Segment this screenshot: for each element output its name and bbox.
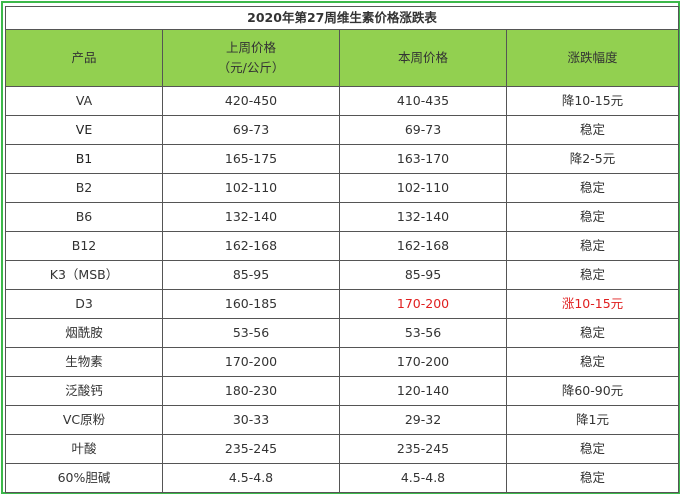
header-unit: （元/公斤） (217, 60, 285, 75)
cell-product: D3 (5, 289, 163, 319)
cell-product: 生物素 (5, 347, 163, 377)
cell-current-price: 29-32 (339, 405, 507, 435)
cell-last-price: 53-56 (162, 318, 340, 348)
table-title: 2020年第27周维生素价格涨跌表 (5, 6, 679, 30)
cell-current-price: 132-140 (339, 202, 507, 232)
table-row: 60%胆碱 4.5-4.8 4.5-4.8 稳定 (5, 463, 679, 493)
cell-last-price: 4.5-4.8 (162, 463, 340, 493)
cell-product: VC原粉 (5, 405, 163, 435)
cell-current-price: 163-170 (339, 144, 507, 174)
cell-current-price: 53-56 (339, 318, 507, 348)
cell-product: B2 (5, 173, 163, 203)
table-row: D3 160-185 170-200 涨10-15元 (5, 289, 679, 319)
cell-current-price: 170-200 (339, 289, 507, 319)
table-row: 生物素 170-200 170-200 稳定 (5, 347, 679, 377)
cell-change: 涨10-15元 (506, 289, 679, 319)
cell-product: 烟酰胺 (5, 318, 163, 348)
cell-last-price: 160-185 (162, 289, 340, 319)
header-product: 产品 (5, 29, 163, 87)
cell-change: 稳定 (506, 115, 679, 145)
cell-change: 稳定 (506, 231, 679, 261)
cell-current-price: 85-95 (339, 260, 507, 290)
table-row: B1 165-175 163-170 降2-5元 (5, 144, 679, 174)
table-row: 烟酰胺 53-56 53-56 稳定 (5, 318, 679, 348)
table-row: B6 132-140 132-140 稳定 (5, 202, 679, 232)
cell-change: 稳定 (506, 173, 679, 203)
header-last-week: 上周价格 （元/公斤） (162, 29, 340, 87)
header-change: 涨跌幅度 (506, 29, 679, 87)
cell-change: 稳定 (506, 202, 679, 232)
table-row: 叶酸 235-245 235-245 稳定 (5, 434, 679, 464)
cell-product: K3（MSB） (5, 260, 163, 290)
cell-last-price: 170-200 (162, 347, 340, 377)
cell-current-price: 235-245 (339, 434, 507, 464)
cell-product: 泛酸钙 (5, 376, 163, 406)
cell-last-price: 235-245 (162, 434, 340, 464)
cell-change: 降2-5元 (506, 144, 679, 174)
cell-current-price: 69-73 (339, 115, 507, 145)
cell-change: 降60-90元 (506, 376, 679, 406)
table-row: VA 420-450 410-435 降10-15元 (5, 86, 679, 116)
cell-change: 稳定 (506, 434, 679, 464)
table-row: B12 162-168 162-168 稳定 (5, 231, 679, 261)
table-row: B2 102-110 102-110 稳定 (5, 173, 679, 203)
header-last-week-label: 上周价格 (225, 40, 276, 55)
table-row: VE 69-73 69-73 稳定 (5, 115, 679, 145)
cell-last-price: 162-168 (162, 231, 340, 261)
cell-product: VA (5, 86, 163, 116)
cell-last-price: 132-140 (162, 202, 340, 232)
cell-change: 稳定 (506, 260, 679, 290)
cell-last-price: 69-73 (162, 115, 340, 145)
cell-change: 降1元 (506, 405, 679, 435)
cell-product: B12 (5, 231, 163, 261)
cell-change: 稳定 (506, 318, 679, 348)
cell-current-price: 170-200 (339, 347, 507, 377)
cell-last-price: 180-230 (162, 376, 340, 406)
cell-last-price: 30-33 (162, 405, 340, 435)
cell-current-price: 162-168 (339, 231, 507, 261)
cell-product: B6 (5, 202, 163, 232)
cell-product: B1 (5, 144, 163, 174)
cell-product: 叶酸 (5, 434, 163, 464)
cell-change: 降10-15元 (506, 86, 679, 116)
table-row: VC原粉 30-33 29-32 降1元 (5, 405, 679, 435)
cell-change: 稳定 (506, 463, 679, 493)
cell-change: 稳定 (506, 347, 679, 377)
header-this-week: 本周价格 (339, 29, 507, 87)
price-table: 2020年第27周维生素价格涨跌表 产品 上周价格 （元/公斤） 本周价格 涨跌… (5, 6, 679, 493)
cell-last-price: 102-110 (162, 173, 340, 203)
cell-last-price: 165-175 (162, 144, 340, 174)
table-row: 泛酸钙 180-230 120-140 降60-90元 (5, 376, 679, 406)
cell-current-price: 4.5-4.8 (339, 463, 507, 493)
cell-current-price: 120-140 (339, 376, 507, 406)
cell-product: 60%胆碱 (5, 463, 163, 493)
cell-last-price: 85-95 (162, 260, 340, 290)
cell-product: VE (5, 115, 163, 145)
cell-current-price: 102-110 (339, 173, 507, 203)
cell-current-price: 410-435 (339, 86, 507, 116)
table-row: K3（MSB） 85-95 85-95 稳定 (5, 260, 679, 290)
cell-last-price: 420-450 (162, 86, 340, 116)
